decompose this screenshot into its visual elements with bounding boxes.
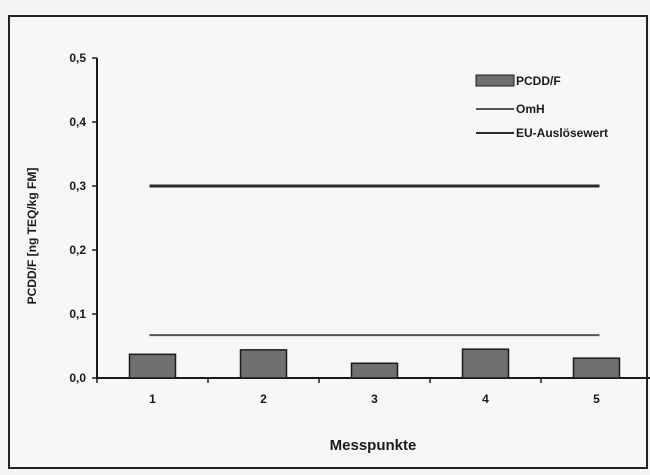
bar-3 bbox=[350, 362, 399, 379]
y-tick-label: 0,4 bbox=[69, 115, 86, 129]
y-tick-label: 0,0 bbox=[69, 371, 86, 385]
x-tick-label-4: 4 bbox=[482, 392, 489, 406]
y-tick-label: 0,2 bbox=[69, 243, 86, 257]
y-tick-labels: 0,0 0,1 0,2 0,3 0,4 0,5 bbox=[69, 51, 97, 385]
y-tick-label: 0,5 bbox=[69, 51, 86, 65]
y-axis-title: PCDD/F [ng TEQ/kg FM] bbox=[25, 168, 39, 305]
legend-label-ref-0: OmH bbox=[516, 102, 545, 116]
legend: PCDD/F OmH EU-Auslösewert bbox=[475, 74, 608, 140]
reference-lines bbox=[149, 184, 600, 337]
x-tick-label-2: 2 bbox=[260, 392, 267, 406]
y-tick-label: 0,3 bbox=[69, 179, 86, 193]
x-tick-label-5: 5 bbox=[593, 392, 600, 406]
x-tick-label-1: 1 bbox=[149, 392, 156, 406]
bar-2 bbox=[239, 349, 288, 379]
bar-1 bbox=[128, 353, 177, 379]
legend-swatch-pcddf bbox=[475, 74, 515, 87]
legend-label-pcddf: PCDD/F bbox=[516, 74, 561, 88]
bars bbox=[128, 348, 621, 379]
x-tick-labels: 1 2 3 4 5 bbox=[96, 378, 600, 406]
legend-label-ref-1: EU-Auslösewert bbox=[516, 126, 608, 140]
x-axis-title: Messpunkte bbox=[330, 437, 417, 454]
chart-frame bbox=[8, 15, 648, 469]
bar-4 bbox=[461, 348, 510, 379]
x-tick-label-3: 3 bbox=[371, 392, 378, 406]
bar-5 bbox=[572, 357, 621, 379]
y-tick-label: 0,1 bbox=[69, 307, 86, 321]
